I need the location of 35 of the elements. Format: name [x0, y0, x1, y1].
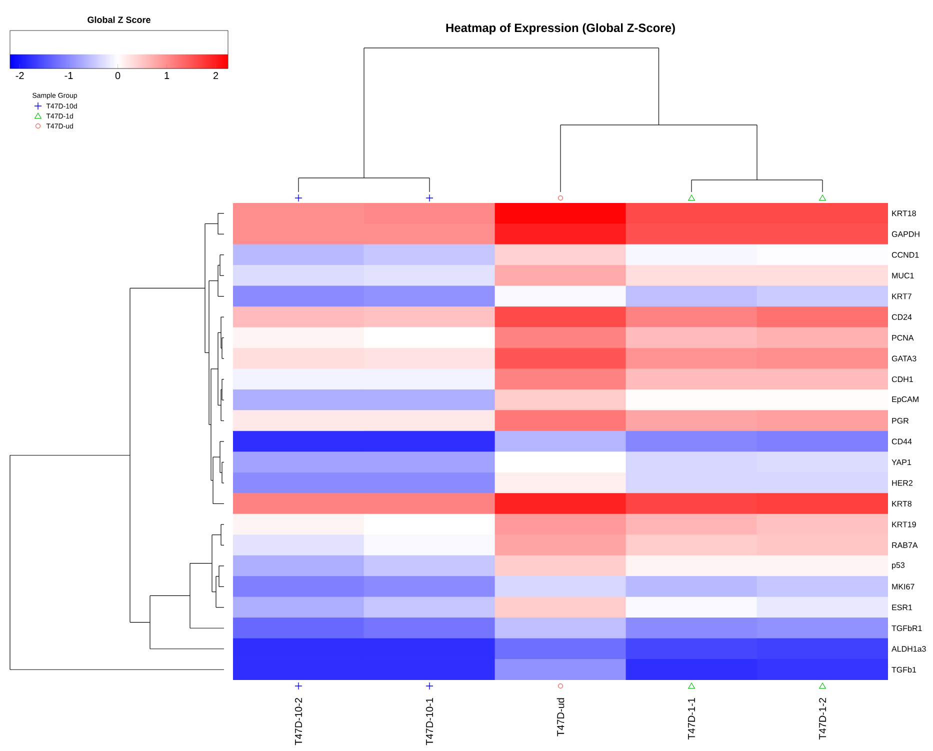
- y-tick-label: GATA3: [892, 356, 916, 362]
- x-tick-label: T47D-1-2: [819, 698, 826, 740]
- y-tick-label: YAP1: [892, 459, 912, 465]
- x-tick-label: T47D-10-1: [426, 698, 434, 746]
- color-bar-label: 2: [213, 72, 218, 80]
- y-tick-label: KRT19: [892, 522, 916, 528]
- color-bar-label: 0: [115, 72, 120, 80]
- y-tick-label: CDH1: [892, 376, 913, 382]
- color-bar-label: -2: [16, 72, 24, 80]
- y-tick-label: EpCAM: [892, 396, 918, 404]
- x-tick-label: T47D-1-1: [688, 698, 695, 740]
- y-tick-label: ESR1: [892, 604, 912, 610]
- chart-title: Heatmap of Expression (Global Z-Score): [446, 23, 675, 34]
- y-tick-label: CD24: [892, 314, 912, 320]
- y-tick-label: ALDH1a3: [892, 646, 926, 652]
- y-tick-label: CD44: [892, 438, 912, 444]
- color-bar-label: -1: [64, 72, 73, 79]
- y-tick-label: PCNA: [892, 334, 914, 341]
- y-tick-label: GAPDH: [892, 231, 920, 237]
- x-tick-label: T47D-10-2: [294, 698, 302, 746]
- y-tick-label: TGFbR1: [892, 625, 922, 632]
- y-tick-label: CCND1: [892, 252, 919, 258]
- color-bar-label: 1: [164, 72, 170, 79]
- y-tick-label: HER2: [892, 480, 912, 486]
- y-tick-label: p53: [892, 562, 905, 570]
- y-tick-label: MUC1: [892, 272, 914, 278]
- y-tick-label: TGFb1: [892, 666, 916, 673]
- y-tick-label: MKI67: [892, 584, 914, 590]
- color-bar-title: Global Z Score: [88, 16, 150, 23]
- y-tick-label: KRT8: [892, 500, 912, 507]
- x-tick-label: T47D-ud: [556, 698, 564, 736]
- y-tick-label: KRT7: [892, 294, 912, 300]
- y-tick-label: PGR: [892, 418, 909, 424]
- y-tick-label: RAB7A: [892, 542, 918, 548]
- y-tick-label: KRT18: [892, 210, 916, 216]
